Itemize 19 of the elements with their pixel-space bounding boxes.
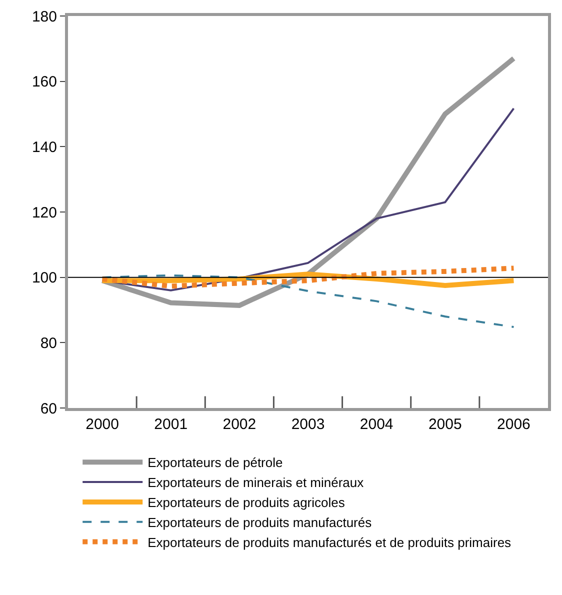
x-tick-label: 2003 <box>291 416 325 433</box>
legend-label: Exportateurs de pétrole <box>148 455 283 470</box>
x-tick-label: 2006 <box>497 416 530 433</box>
x-tick-label: 2001 <box>154 416 188 433</box>
x-tick-label: 2000 <box>86 416 119 433</box>
legend-label: Exportateurs de produits manufacturés <box>148 514 372 530</box>
y-tick-label: 100 <box>32 270 57 287</box>
legend-label: Exportateurs de minerais et minéraux <box>148 475 364 490</box>
legend-label: Exportateurs de produits agricoles <box>148 495 346 510</box>
x-tick-label: 2004 <box>360 416 394 433</box>
x-tick-label: 2005 <box>428 416 462 433</box>
y-tick-label: 180 <box>32 8 57 26</box>
y-tick-label: 160 <box>32 74 57 91</box>
x-tick-label: 2002 <box>222 416 256 433</box>
y-tick-label: 60 <box>40 400 57 418</box>
y-tick-label: 140 <box>32 138 57 156</box>
y-tick-label: 80 <box>40 334 57 352</box>
y-tick-label: 120 <box>32 204 57 222</box>
legend-label: Exportateurs de produits manufacturés et de produits primaires <box>148 534 512 550</box>
